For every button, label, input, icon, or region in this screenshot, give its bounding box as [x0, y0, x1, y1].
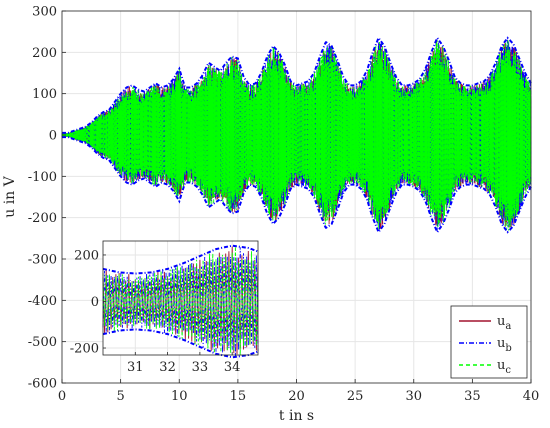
inset-x-tick-label: 31	[127, 360, 144, 375]
x-tick-label: 25	[347, 389, 364, 404]
x-tick-label: 5	[116, 389, 124, 404]
series-ub-upper-edge	[62, 35, 532, 134]
x-tick-label: 10	[171, 389, 188, 404]
inset-frame	[102, 240, 259, 356]
x-axis-label: t in s	[279, 408, 314, 424]
inset-y-tick-label: 0	[91, 295, 99, 310]
x-tick-label: 40	[523, 389, 540, 404]
x-tick-label: 20	[288, 389, 305, 404]
inset-x-tick-label: 33	[192, 360, 209, 375]
x-tick-label: 35	[464, 389, 481, 404]
y-tick-label: -200	[28, 211, 57, 226]
y-tick-label: 200	[32, 46, 57, 61]
inset-chart: 31 32 33 34 -200 0 200	[70, 240, 259, 375]
y-tick-label: -400	[28, 294, 57, 309]
y-tick-label: 0	[49, 129, 57, 144]
x-tick-label: 0	[58, 389, 66, 404]
inset-x-tick-label: 34	[224, 360, 241, 375]
inset-x-tick-label: 32	[159, 360, 176, 375]
inset-y-tick-label: 200	[74, 248, 99, 263]
inset-y-tick-label: -200	[70, 342, 99, 357]
y-tick-label: -300	[28, 253, 57, 268]
y-tick-label: 300	[32, 5, 57, 20]
legend-box	[450, 305, 528, 379]
y-tick-label: -500	[28, 335, 57, 350]
main-series	[61, 35, 532, 235]
series-uc	[61, 40, 532, 231]
y-tick-label: -600	[28, 377, 57, 392]
series-ub	[102, 247, 259, 357]
x-tick-label: 15	[230, 389, 247, 404]
y-axis-label: u in V	[2, 175, 18, 217]
y-tick-label: 100	[32, 87, 57, 102]
series-uc	[102, 246, 259, 355]
main-ticks: 0 5 10 15 20 25 30 35 40 -600 -500 -400 -300 -200 -100…	[28, 5, 539, 405]
series-ub-lower-edge	[62, 136, 532, 235]
y-tick-label: -100	[28, 170, 57, 185]
inset-series	[102, 244, 259, 359]
x-tick-label: 30	[405, 389, 422, 404]
